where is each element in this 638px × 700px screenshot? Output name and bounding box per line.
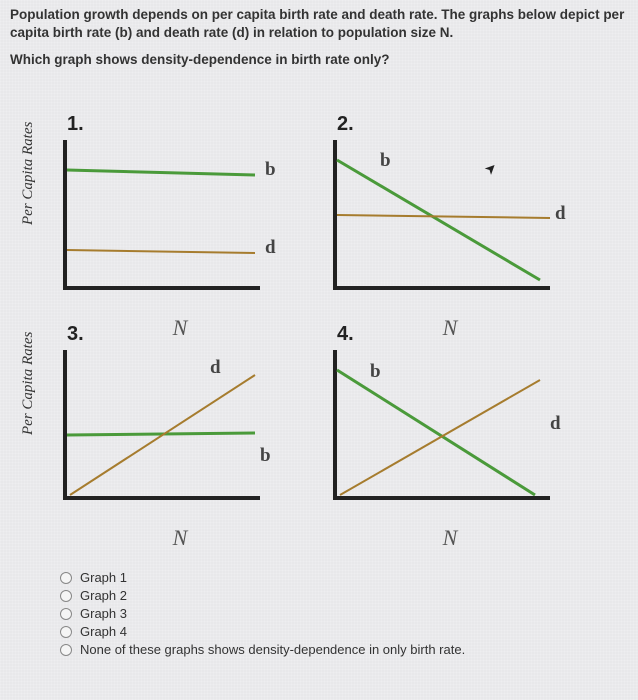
question-prompt: Which graph shows density-dependence in …: [0, 42, 638, 67]
option-row[interactable]: Graph 4: [60, 624, 465, 639]
d-label: d: [210, 357, 221, 379]
y-axis-label: Per Capita Rates: [20, 332, 37, 435]
option-row[interactable]: Graph 2: [60, 588, 465, 603]
b-label: b: [260, 445, 271, 467]
chart-svg: [325, 135, 585, 315]
option-row[interactable]: None of these graphs shows density-depen…: [60, 642, 465, 657]
d-label: d: [555, 203, 566, 225]
d-label: d: [265, 237, 276, 259]
option-row[interactable]: Graph 3: [60, 606, 465, 621]
chart-number: 4.: [337, 323, 354, 346]
chart-svg: [325, 345, 585, 525]
chart-number: 2.: [337, 113, 354, 136]
chart-number: 1.: [67, 113, 84, 136]
y-axis-label: Per Capita Rates: [20, 122, 37, 225]
chart-4: 4. b d N: [325, 345, 575, 525]
option-label: Graph 3: [80, 606, 127, 621]
chart-2: 2. b d N: [325, 135, 575, 315]
d-line: [67, 250, 255, 253]
radio-icon[interactable]: [60, 626, 72, 638]
x-axis-label: N: [443, 315, 458, 341]
question-intro: Population growth depends on per capita …: [0, 0, 638, 42]
b-label: b: [265, 159, 276, 181]
radio-icon[interactable]: [60, 644, 72, 656]
charts-container: 1. Per Capita Rates b d N 2. b d N 3. Pe…: [55, 115, 615, 545]
d-line: [337, 215, 550, 218]
option-label: Graph 2: [80, 588, 127, 603]
b-line: [67, 170, 255, 175]
b-line: [337, 160, 540, 280]
chart-1: 1. Per Capita Rates b d N: [55, 135, 305, 315]
answer-options: Graph 1 Graph 2 Graph 3 Graph 4 None of …: [60, 570, 465, 660]
x-axis-label: N: [173, 315, 188, 341]
option-label: Graph 4: [80, 624, 127, 639]
option-row[interactable]: Graph 1: [60, 570, 465, 585]
radio-icon[interactable]: [60, 572, 72, 584]
chart-number: 3.: [67, 323, 84, 346]
chart-3: 3. Per Capita Rates d b N: [55, 345, 305, 525]
b-label: b: [380, 150, 391, 172]
radio-icon[interactable]: [60, 608, 72, 620]
b-line: [67, 433, 255, 435]
b-line: [337, 370, 535, 495]
b-label: b: [370, 361, 381, 383]
radio-icon[interactable]: [60, 590, 72, 602]
chart-svg: [55, 345, 305, 525]
d-label: d: [550, 413, 561, 435]
option-label: None of these graphs shows density-depen…: [80, 642, 465, 657]
x-axis-label: N: [173, 525, 188, 551]
option-label: Graph 1: [80, 570, 127, 585]
x-axis-label: N: [443, 525, 458, 551]
